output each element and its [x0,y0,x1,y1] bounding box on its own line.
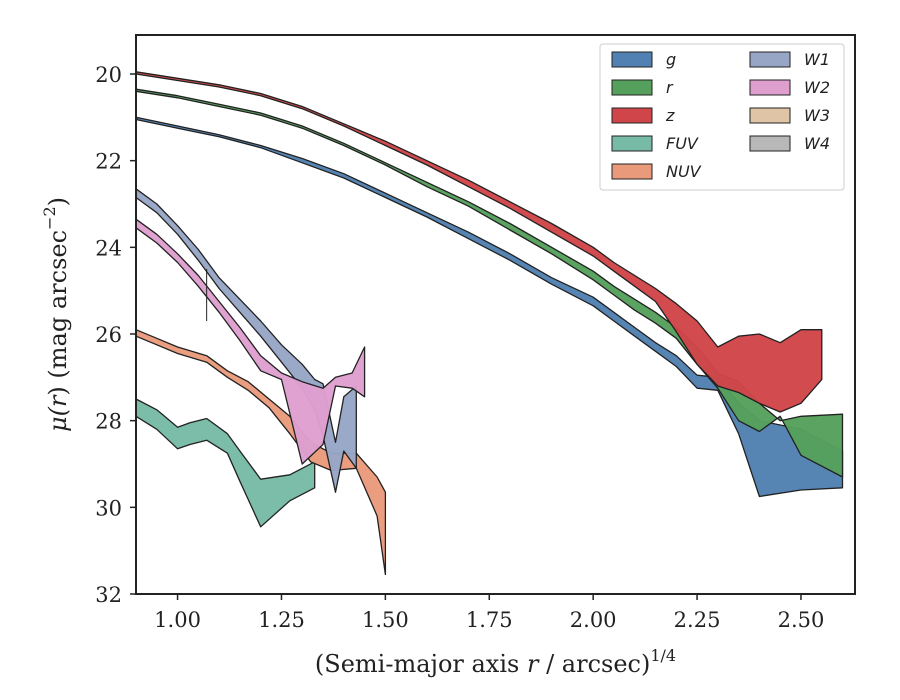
legend-swatch-w4 [749,135,791,152]
y-tick-label: 22 [95,150,122,174]
y-tick-label: 30 [95,496,122,520]
x-tick-label: 2.25 [674,608,721,632]
band-r [135,88,844,478]
band-w2 [135,218,366,465]
legend-label-z: z [665,106,675,125]
legend-swatch-nuv [611,163,653,180]
x-axis-title: (Semi-major axis r / arcsec)1/4 [315,646,676,678]
x-tick-label: 2.50 [778,608,825,632]
x-tick-label: 1.25 [258,608,305,632]
y-axis-title-mu: μ( [44,406,72,432]
legend-label-r: r [666,78,674,97]
y-axis-title-var: r [44,394,72,407]
legend-label-w2: W2 [804,78,830,97]
x-tick-label: 1.00 [154,608,201,632]
profile-bands [135,71,844,576]
band-w1 [135,188,357,493]
x-tick-label: 1.75 [466,608,513,632]
y-tick-label: 32 [95,583,122,607]
x-axis-title-sup: 1/4 [650,646,676,665]
band-fuv [135,398,316,528]
legend-label-g: g [666,50,676,69]
y-axis-title-sup: −2 [40,206,59,230]
y-tick-label: 28 [95,410,122,434]
band-nuv [135,329,387,576]
legend-label-w4: W4 [804,134,830,153]
y-axis-title-close: ) [44,197,72,206]
y-axis-title-mid: ) (mag arcsec [44,230,72,396]
y-tick-label: 20 [95,63,122,87]
x-axis-title-post: / arcsec) [538,650,650,678]
x-axis: 1.00 1.25 1.50 1.75 2.00 2.25 2.50 [154,594,824,632]
plot-frame [135,34,856,595]
legend-swatch-g [611,51,653,68]
y-axis: 20 22 24 26 28 30 32 [95,63,136,607]
legend-swatch-fuv [611,135,653,152]
x-tick-label: 1.50 [362,608,409,632]
x-axis-title-var: r [527,650,540,678]
legend-label-w1: W1 [804,50,830,69]
legend-swatch-w3 [749,107,791,124]
legend-swatch-w1 [749,51,791,68]
legend: grz FUV NUV W1 W2 W3 W4 [599,43,845,191]
legend-label-w3: W3 [804,106,830,125]
band-g [135,116,844,498]
legend-label-fuv: FUV [666,134,699,153]
legend-label-nuv: NUV [666,162,702,181]
y-tick-label: 26 [95,323,122,347]
band-z [135,71,823,413]
x-tick-label: 2.00 [570,608,617,632]
y-axis-title: μ(r) (mag arcsec−2) [40,197,72,432]
legend-swatch-w2 [749,79,791,96]
x-axis-title-pre: (Semi-major axis [315,650,527,678]
legend-swatch-r [611,79,653,96]
y-tick-label: 24 [95,236,122,260]
legend-swatch-z [611,107,653,124]
